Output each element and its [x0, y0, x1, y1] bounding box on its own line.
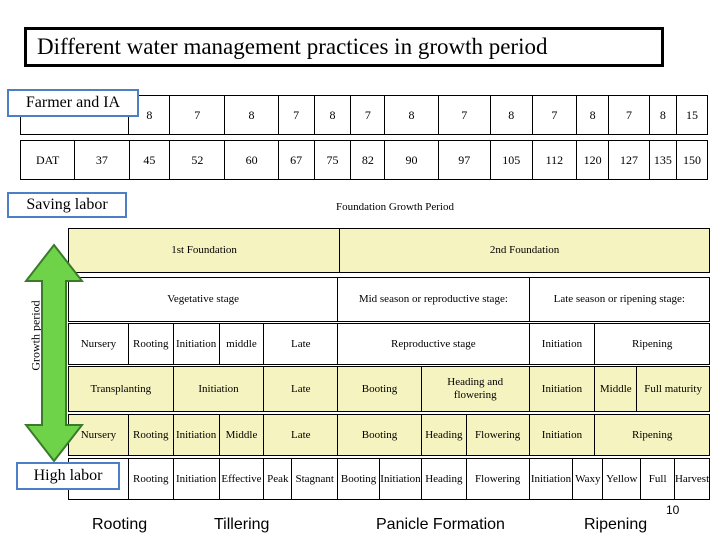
- row-b-cell: Booting: [338, 367, 422, 411]
- interval-cell: 8: [491, 96, 533, 134]
- dat-cell: 127: [609, 141, 650, 179]
- interval-cell: 7: [533, 96, 578, 134]
- substage-row-c: Nursery Rooting Initiation Middle Late B…: [68, 414, 710, 456]
- phase-rooting: Rooting: [92, 516, 148, 533]
- interval-cell: 8: [225, 96, 279, 134]
- row-d-cell: Initiation: [530, 459, 574, 499]
- row-d-cell: Yellow: [603, 459, 642, 499]
- substage-row-d: Nursery Rooting Initiation Effective Pea…: [68, 458, 710, 500]
- dat-cell: 120: [577, 141, 610, 179]
- row-a-cell: Late: [264, 324, 339, 364]
- dat-cell: 135: [650, 141, 677, 179]
- row-c-cell: Initiation: [530, 415, 596, 455]
- row-d-cell: Initiation: [380, 459, 422, 499]
- row-a-cell: Rooting: [129, 324, 174, 364]
- page-number: 10: [666, 503, 680, 517]
- row-a-cell: Nursery: [69, 324, 129, 364]
- interval-cell: 7: [170, 96, 226, 134]
- row-b-cell: Full maturity: [644, 382, 702, 395]
- second-foundation: 2nd Foundation: [489, 244, 560, 256]
- dat-cell: 67: [279, 141, 315, 179]
- row-d-cell: Heading: [422, 459, 467, 499]
- row-b-cell: Late: [264, 367, 339, 411]
- row-d-cell: Full: [641, 459, 676, 499]
- first-foundation: 1st Foundation: [69, 229, 341, 272]
- phase-tillering: Tillering: [214, 516, 270, 533]
- interval-cell: 8: [315, 96, 352, 134]
- row-b-cell: Initiation: [530, 367, 596, 411]
- dat-label: DAT: [21, 141, 76, 179]
- dat-cell: 97: [439, 141, 491, 179]
- dat-cell: 75: [315, 141, 352, 179]
- row-a-cell: Initiation: [174, 324, 220, 364]
- interval-cell: 7: [351, 96, 386, 134]
- late-season-stage: Late season or ripening stage:: [553, 293, 685, 305]
- vegetative-stage: Vegetative stage: [69, 278, 339, 321]
- dat-cell: 82: [351, 141, 386, 179]
- row-d-cell: Booting: [338, 459, 381, 499]
- row-b-cell: Middle: [595, 367, 638, 411]
- row-c-cell: Nursery: [69, 415, 129, 455]
- row-a-cell: Reproductive stage: [338, 324, 530, 364]
- phase-panicle-formation: Panicle Formation: [376, 516, 505, 533]
- row-a-cell: middle: [220, 324, 265, 364]
- interval-cell: 7: [279, 96, 315, 134]
- interval-row: 8 7 8 7 8 7 8 7 8 7 8 7 8 15: [20, 95, 708, 135]
- high-labor-tag: High labor: [16, 462, 120, 490]
- substage-row-b: Transplanting Initiation Late Booting He…: [68, 366, 710, 412]
- mid-season-stage: Mid season or reproductive stage:: [338, 278, 530, 321]
- row-c-cell: Ripening: [631, 428, 673, 441]
- row-c-cell: Initiation: [174, 415, 220, 455]
- interval-cell: 8: [129, 96, 171, 134]
- row-c-cell: Flowering: [467, 415, 530, 455]
- stages-row: Vegetative stage Mid season or reproduct…: [68, 277, 710, 322]
- row-d-cell: Initiation: [174, 459, 220, 499]
- row-d-cell: Effective: [220, 459, 265, 499]
- double-arrow-icon: [24, 243, 84, 463]
- saving-labor-tag: Saving labor: [7, 192, 127, 218]
- dat-cell: 112: [533, 141, 578, 179]
- row-d-cell: Peak: [264, 459, 293, 499]
- row-a-cell: Ripening: [631, 337, 673, 350]
- interval-cell: 15: [685, 107, 698, 122]
- slide-title: Different water management practices in …: [24, 27, 664, 67]
- row-c-cell: Rooting: [129, 415, 174, 455]
- row-c-cell: Booting: [338, 415, 422, 455]
- row-b-cell: Heading and flowering: [422, 367, 530, 411]
- dat-row: DAT 37 45 52 60 67 75 82 90 97 105 112 1…: [20, 140, 708, 180]
- phase-ripening: Ripening: [584, 516, 648, 533]
- row-c-cell: Late: [264, 415, 339, 455]
- interval-cell: 7: [609, 96, 650, 134]
- dat-cell: 37: [75, 141, 130, 179]
- farmer-and-ia-tag: Farmer and IA: [7, 89, 139, 117]
- interval-cell: 8: [650, 96, 677, 134]
- foundations-row: 1st Foundation 2nd Foundation: [68, 228, 710, 273]
- row-c-cell: Middle: [220, 415, 265, 455]
- row-d-cell: Flowering: [467, 459, 530, 499]
- row-d-cell: Waxy: [573, 459, 604, 499]
- row-c-cell: Heading: [422, 415, 467, 455]
- dat-cell: 105: [491, 141, 533, 179]
- dat-cell: 52: [170, 141, 226, 179]
- row-a-cell: Initiation: [530, 324, 596, 364]
- foundation-growth-period: Foundation Growth Period: [336, 201, 454, 213]
- dat-cell: 45: [130, 141, 171, 179]
- row-b-cell: Initiation: [174, 367, 265, 411]
- interval-cell: 8: [385, 96, 439, 134]
- interval-cell: 8: [577, 96, 610, 134]
- dat-cell: 90: [385, 141, 439, 179]
- row-d-cell: Rooting: [129, 459, 174, 499]
- row-d-cell: Stagnant: [292, 459, 339, 499]
- interval-cell: 7: [439, 96, 491, 134]
- substage-row-a: Nursery Rooting Initiation middle Late R…: [68, 323, 710, 365]
- dat-cell: 150: [682, 152, 701, 167]
- dat-cell: 60: [225, 141, 279, 179]
- row-d-cell: Harvest: [675, 472, 709, 485]
- row-b-cell: Transplanting: [69, 367, 174, 411]
